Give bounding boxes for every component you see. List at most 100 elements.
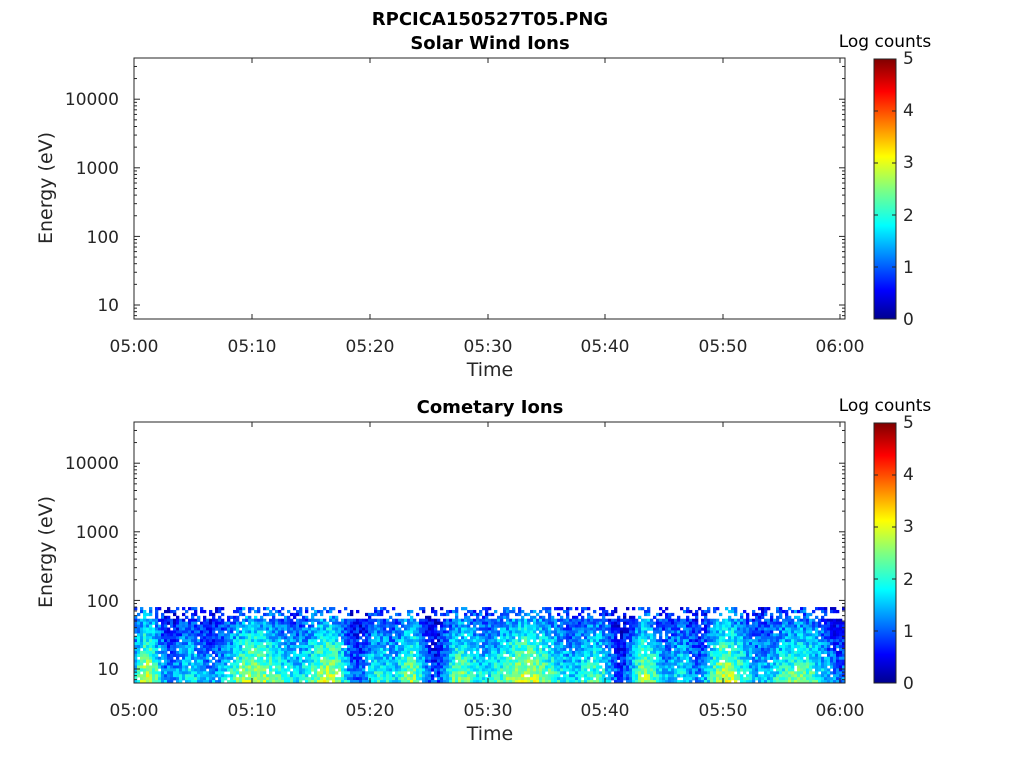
spectrogram-cell [251,633,255,637]
spectrogram-cell [365,659,369,663]
spectrogram-cell [545,668,549,672]
spectrogram-cell [554,677,558,681]
spectrogram-cell [329,639,333,643]
spectrogram-cell [527,665,531,669]
spectrogram-cell [617,627,621,631]
spectrogram-cell [236,680,240,683]
spectrogram-cell [263,645,267,649]
spectrogram-cell [416,650,420,655]
spectrogram-cell [368,636,372,640]
spectrogram-cell [530,650,534,655]
spectrogram-cell [302,677,306,681]
spectrogram-cell [575,645,579,649]
spectrogram-cell [470,647,474,652]
spectrogram-cell [584,618,588,622]
spectrogram-cell [539,609,543,614]
spectrogram-cell [515,618,519,622]
spectrogram-cell [620,633,624,637]
spectrogram-cell [770,650,774,655]
spectrogram-cell [524,639,528,643]
spectrogram-cell [464,615,468,620]
spectrogram-cell [638,636,642,640]
spectrogram-cell [194,612,198,617]
spectrogram-cell [557,668,561,672]
spectrogram-cell [230,636,234,640]
spectrogram-cell [278,650,282,655]
spectrogram-cell [164,621,168,625]
spectrogram-cell [512,677,516,681]
spectrogram-cell [290,665,294,669]
spectrogram-cell [149,656,153,660]
spectrogram-cell [341,662,345,666]
spectrogram-cell [608,642,612,646]
spectrogram-cell [635,653,639,658]
spectrogram-cell [659,671,663,675]
spectrogram-cell [494,621,498,625]
spectrogram-cell [581,624,585,628]
spectrogram-cell [644,680,648,683]
spectrogram-cell [710,650,714,655]
spectrogram-cell [788,633,792,637]
spectrogram-cell [668,674,672,678]
spectrogram-cell [371,671,375,675]
spectrogram-cell [248,630,252,634]
spectrogram-cell [233,609,237,614]
spectrogram-cell [545,639,549,643]
spectrogram-cell [248,656,252,660]
spectrogram-cell [185,630,189,634]
spectrogram-cell [443,642,447,646]
spectrogram-cell [557,630,561,634]
spectrogram-cell [392,630,396,634]
spectrogram-cell [380,609,384,614]
spectrogram-cell [500,680,504,683]
spectrogram-cell [173,612,177,617]
spectrogram-cell [245,630,249,634]
spectrogram-cell [635,665,639,669]
spectrogram-cell [173,674,177,678]
spectrogram-cell [491,624,495,628]
spectrogram-cell [323,656,327,660]
spectrogram-cell [758,642,762,646]
spectrogram-cell [197,627,201,631]
spectrogram-cell [407,618,411,622]
spectrogram-cell [368,612,372,617]
spectrogram-cell [551,668,555,672]
spectrogram-cell [527,659,531,663]
spectrogram-cell [611,642,615,646]
spectrogram-cell [419,639,423,643]
spectrogram-cell [422,633,426,637]
spectrogram-cell [551,636,555,640]
spectrogram-cell [383,618,387,622]
spectrogram-cell [299,645,303,649]
spectrogram-cell [404,671,408,675]
spectrogram-cell [386,680,390,683]
spectrogram-cell [218,615,222,620]
spectrogram-cell [557,642,561,646]
spectrogram-cell [479,636,483,640]
spectrogram-cell [467,609,471,614]
spectrogram-cell [344,618,348,622]
spectrogram-cell [413,633,417,637]
spectrogram-cell [779,609,783,614]
spectrogram-cell [431,607,435,611]
spectrogram-cell [479,618,483,622]
spectrogram-cell [290,656,294,660]
spectrogram-cell [722,645,726,649]
spectrogram-cell [704,677,708,681]
spectrogram-cell [767,665,771,669]
spectrogram-cell [134,659,138,663]
spectrogram-cell [779,671,783,675]
spectrogram-cell [578,618,582,622]
spectrogram-cell [233,659,237,663]
spectrogram-cell [677,659,681,663]
spectrogram-cell [185,668,189,672]
spectrogram-cell [779,615,783,620]
spectrogram-cell [221,630,225,634]
spectrogram-cell [164,636,168,640]
spectrogram-cell [509,668,513,672]
spectrogram-cell [434,665,438,669]
spectrogram-cell [563,677,567,681]
spectrogram-cell [149,668,153,672]
spectrogram-cell [785,671,789,675]
spectrogram-cell [377,662,381,666]
